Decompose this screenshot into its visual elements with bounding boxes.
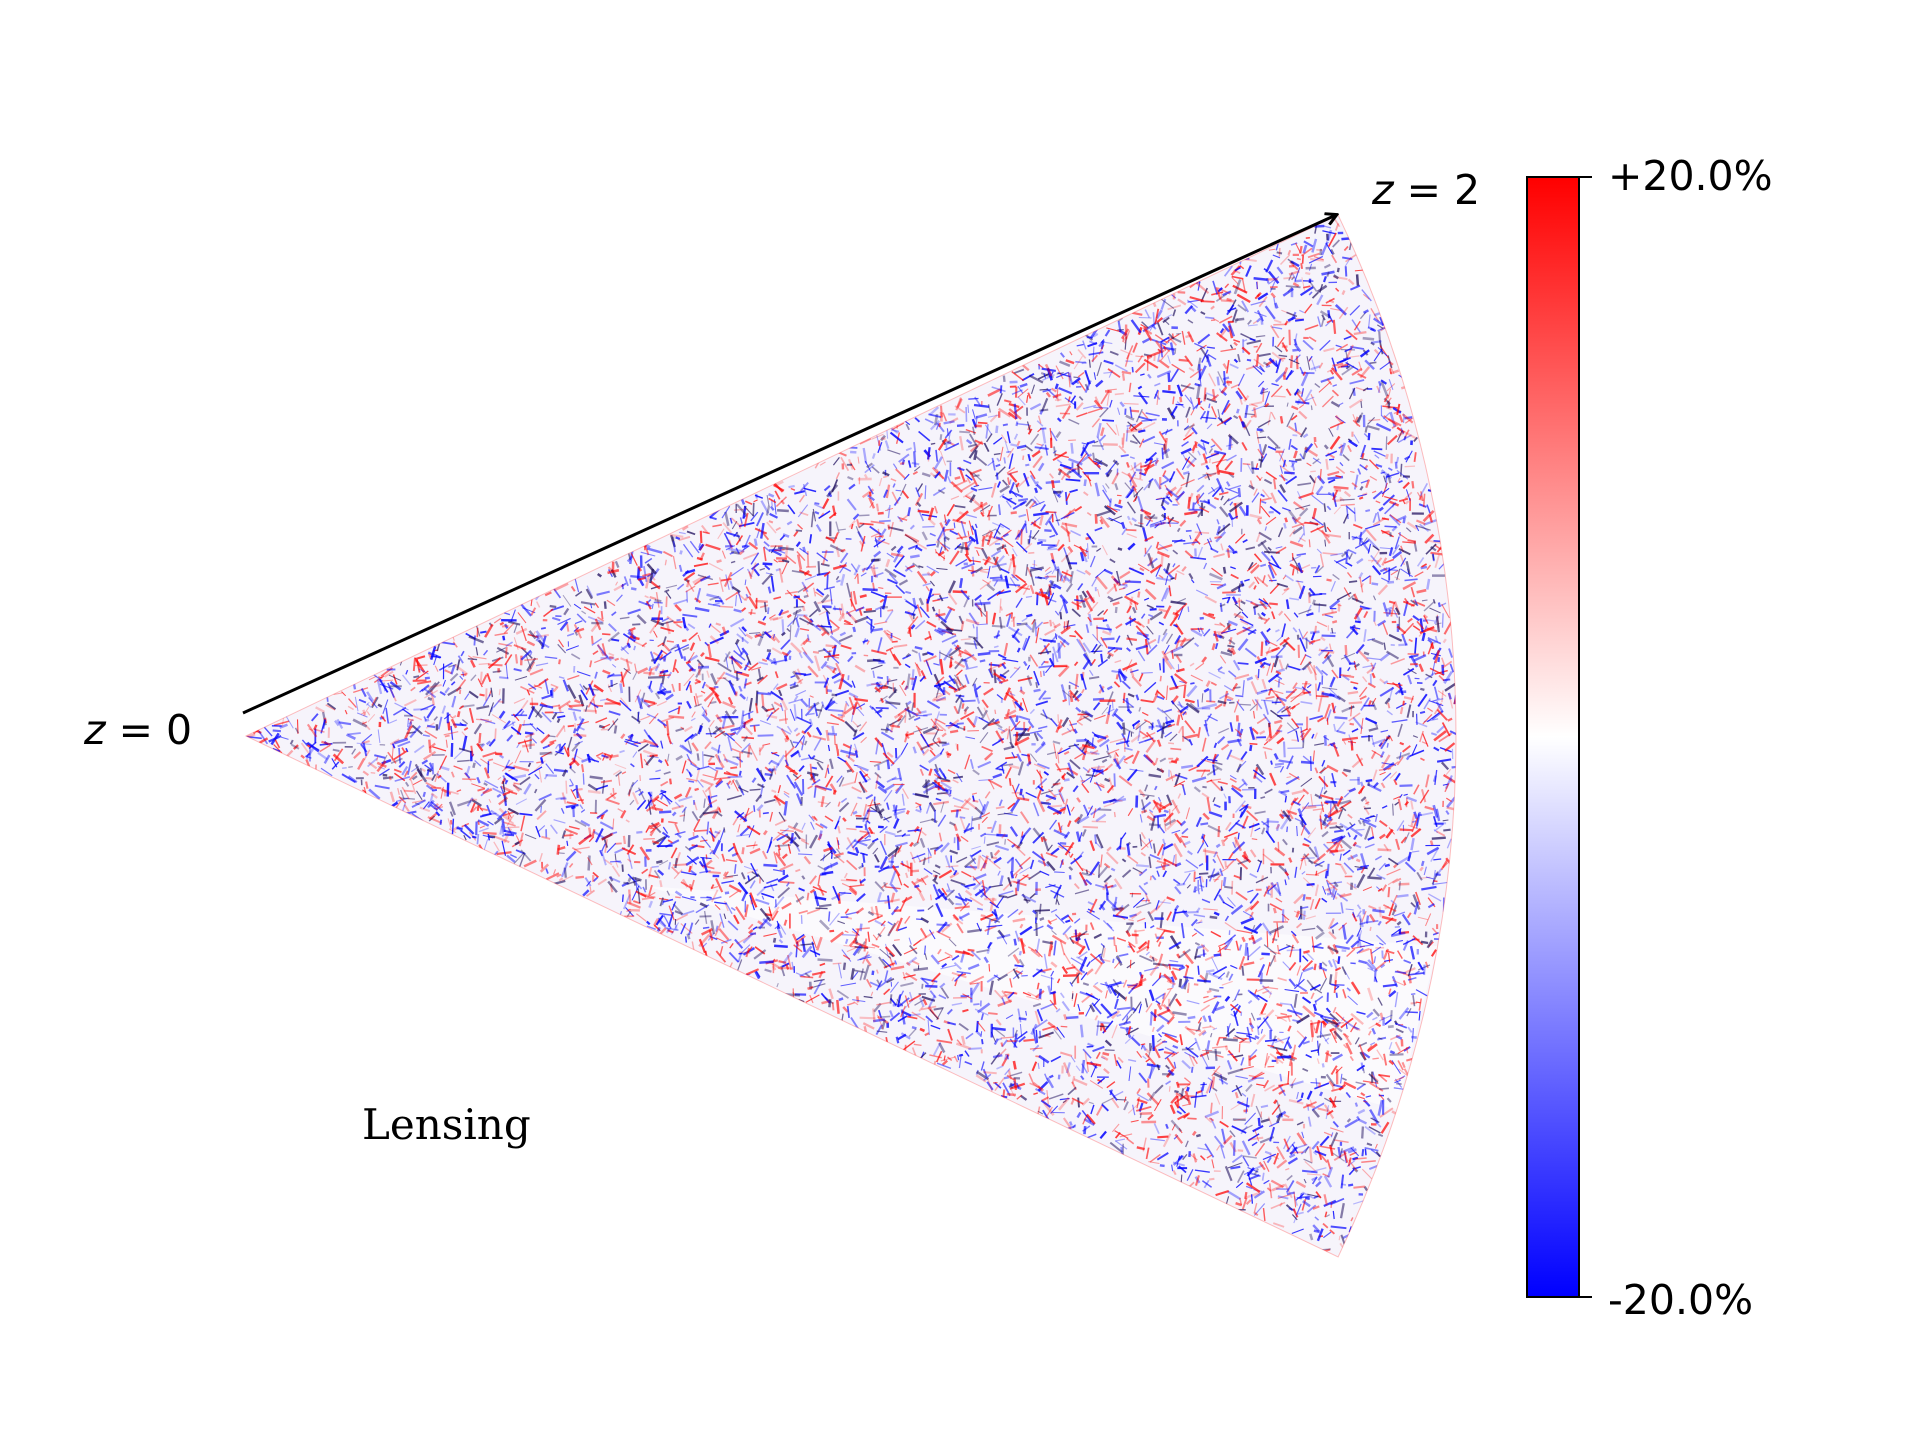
colorbar-min-label: -20.0% xyxy=(1608,1276,1754,1324)
redshift-arrow xyxy=(242,215,1336,715)
colorbar-tick-max xyxy=(1580,176,1592,178)
colorbar-frame xyxy=(1526,176,1580,1298)
colorbar-gradient xyxy=(1528,178,1578,1296)
panel-label: Lensing xyxy=(362,1100,531,1149)
colorbar-max-label: +20.0% xyxy=(1608,152,1773,200)
start-redshift-label: z = 0 xyxy=(84,706,193,754)
density-field xyxy=(246,216,1456,1253)
end-redshift-label: z = 2 xyxy=(1372,166,1481,214)
colorbar-tick-min xyxy=(1580,1296,1592,1298)
wedge-edge xyxy=(244,214,1457,1258)
